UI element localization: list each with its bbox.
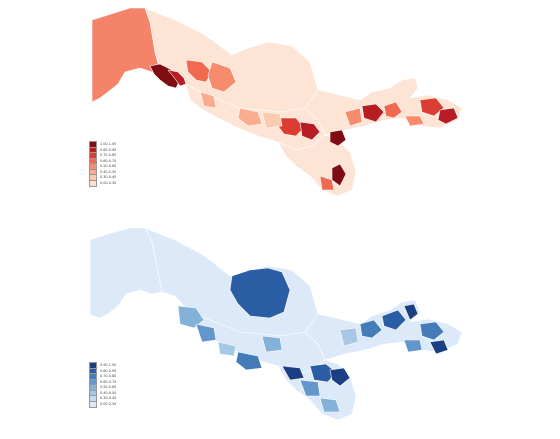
district-10 [359,319,383,339]
legend-label: 0.90-1.00 [100,363,117,367]
district-4 [207,61,237,93]
district-13 [419,321,445,341]
legend-item: 0.00-0.30 [89,179,117,187]
top-map-svg [91,7,463,197]
district-1 [149,63,181,89]
district-16 [199,91,217,109]
legend-label: 0.80-0.90 [100,147,117,152]
region-north [144,7,319,113]
district-9 [319,175,335,191]
legend-label: 0.50-0.60 [100,164,117,168]
legend-item: 0.00-0.30 [89,400,117,408]
district-6 [299,121,321,141]
legend-label: 0.60-0.70 [100,158,117,163]
district-14 [429,339,449,355]
district-7 [329,367,351,387]
district-9 [319,397,341,413]
bottom-map-svg [89,227,463,421]
district-1 [229,267,291,319]
district-8 [331,163,347,187]
district-15 [403,339,423,353]
region-west [89,227,163,319]
district-13 [437,107,459,125]
district-17 [261,111,283,129]
legend-label: 0.70-0.80 [100,153,117,157]
legend-swatch [89,400,97,408]
district-7 [329,129,347,147]
legend-label: 0.40-0.50 [100,390,117,395]
legend-label: 0.30-0.40 [100,175,117,179]
legend-label: 0.70-0.80 [100,374,117,378]
district-12 [419,97,445,117]
district-18 [344,107,363,127]
top-choropleth-map: 1.00-1.00 0.80-0.90 0.70-0.80 0.60-0.70 0.50… [0,0,560,218]
district-3 [195,323,217,343]
district-11 [381,309,407,331]
legend-label: 0.00-0.30 [100,180,117,185]
district-17 [261,335,283,353]
district-15 [237,107,263,127]
district-2 [167,69,187,87]
district-5 [281,365,305,381]
legend-label: 1.00-1.00 [100,142,117,146]
district-16 [339,327,359,347]
top-legend: 1.00-1.00 0.80-0.90 0.70-0.80 0.60-0.70 0.50… [89,141,117,187]
legend-swatch [89,179,97,187]
legend-label: 0.50-0.60 [100,385,117,389]
legend-label: 0.40-0.50 [100,169,117,174]
legend-label: 0.00-0.30 [100,401,117,406]
district-4 [235,351,263,371]
district-10 [361,103,385,123]
district-14 [404,115,425,127]
district-8 [299,379,321,397]
legend-label: 0.60-0.70 [100,379,117,384]
legend-label: 0.30-0.40 [100,396,117,400]
bottom-choropleth-map: 0.90-1.00 0.80-0.90 0.70-0.80 0.60-0.70 0.50… [0,220,560,439]
district-3 [185,59,213,83]
bottom-legend: 0.90-1.00 0.80-0.90 0.70-0.80 0.60-0.70 0.50… [89,362,117,408]
district-12 [403,303,419,321]
legend-label: 0.80-0.90 [100,368,117,373]
district-18 [217,341,237,357]
district-2 [177,305,205,329]
district-11 [383,101,403,119]
